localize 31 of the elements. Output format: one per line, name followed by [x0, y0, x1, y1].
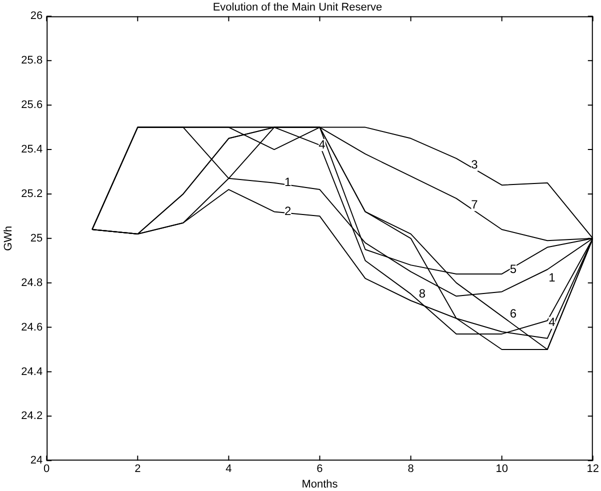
annotation: 4: [548, 315, 556, 330]
annotation: 1: [284, 175, 292, 190]
x-tick-label: 8: [408, 463, 414, 476]
annotation: 5: [510, 262, 517, 276]
x-tick-label: 2: [134, 463, 141, 476]
annotation: 7: [471, 197, 478, 212]
y-tick-label: 25.6: [21, 99, 43, 112]
annotation: 3: [471, 157, 478, 172]
y-tick-label: 24.6: [21, 321, 43, 334]
x-tick-label: 12: [586, 463, 600, 476]
x-tick-label: 4: [226, 463, 232, 476]
annotation: 6: [510, 306, 517, 320]
annotation: 1: [548, 270, 556, 285]
y-axis-title: GWh: [2, 226, 15, 251]
x-tick-label: 0: [44, 463, 50, 476]
x-axis-title: Months: [302, 478, 338, 490]
chart-title: Evolution of the Main Unit Reserve: [212, 2, 382, 14]
y-tick-label: 24: [30, 454, 43, 467]
annotation: 4: [318, 137, 326, 152]
y-tick-label: 26: [30, 10, 43, 22]
annotation: 8: [418, 286, 426, 300]
y-tick-label: 24.8: [21, 276, 43, 289]
x-tick-label: 10: [496, 463, 508, 476]
y-tick-label: 25: [30, 232, 43, 244]
y-tick-label: 25.2: [21, 188, 43, 200]
annotation: 2: [284, 204, 292, 218]
y-tick-label: 25.8: [21, 54, 43, 67]
y-tick-label: 24.4: [21, 366, 43, 378]
y-tick-label: 25.4: [21, 144, 43, 156]
x-tick-label: 6: [316, 463, 323, 476]
y-tick-label: 24.2: [21, 410, 43, 422]
